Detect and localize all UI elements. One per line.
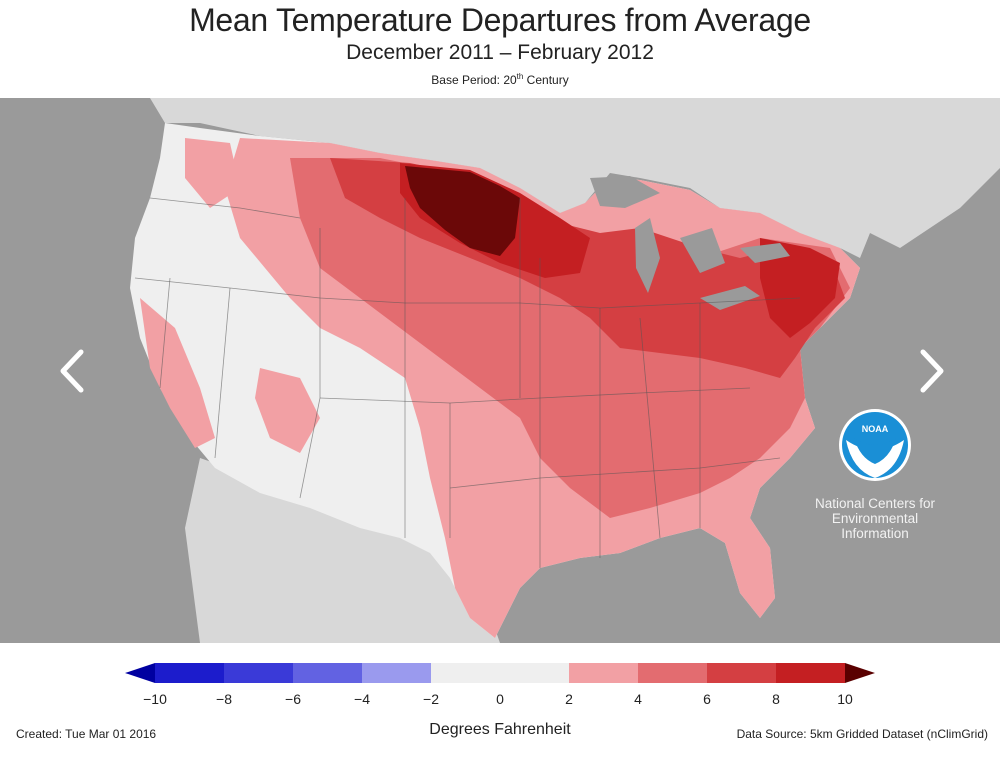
noaa-logo-icon: NOAA	[839, 409, 911, 481]
colorbar-tick-label: 8	[772, 691, 780, 707]
colorbar-bin	[362, 663, 431, 683]
ncei-logo-block: NOAA National Centers for Environmental …	[790, 408, 960, 541]
colorbar-tick-label: −4	[354, 691, 370, 707]
ncei-caption: National Centers for Environmental Infor…	[790, 496, 960, 541]
anomaly-4-6-zone	[290, 158, 850, 518]
legend-units: Degrees Fahrenheit	[429, 721, 571, 738]
base-period-prefix: Base Period: 20	[431, 73, 517, 87]
map-subtitle: December 2011 – February 2012	[346, 41, 654, 64]
colorbar-bin	[431, 663, 569, 683]
great-lakes	[740, 243, 790, 263]
colorbar-ticks: −10 −8 −6 −4 −2 0 2 4 6 8 10	[0, 691, 1000, 711]
ncei-caption-line: National Centers for	[814, 496, 936, 511]
colorbar-tick-label: −6	[285, 691, 301, 707]
base-period-sup: th	[516, 72, 524, 81]
data-source: Data Source: 5km Gridded Dataset (nClimG…	[736, 727, 988, 741]
legend: −10 −8 −6 −4 −2 0 2 4 6 8 10 Degrees Fahrenheit Cr…	[0, 643, 1000, 757]
chevron-left-icon	[60, 349, 84, 393]
colorbar-bin	[293, 663, 362, 683]
mexico-land	[185, 458, 500, 643]
canada-land	[150, 98, 1000, 258]
temperature-map: NOAA National Centers for Environmental …	[0, 98, 1000, 643]
ncei-caption-line: Environmental	[831, 511, 919, 526]
ncei-caption-line: Information	[841, 526, 909, 541]
colorbar-high-end	[845, 663, 875, 683]
colorbar-bin	[707, 663, 776, 683]
colorbar-bin	[776, 663, 845, 683]
anomaly-2-4-west-patch	[185, 138, 240, 208]
anomaly-over-10-zone	[405, 166, 520, 256]
colorbar-tick-label: −2	[423, 691, 439, 707]
colorbar-tick-label: −8	[216, 691, 232, 707]
great-lakes	[590, 176, 660, 208]
colorbar-tick-label: 4	[634, 691, 642, 707]
great-lakes	[680, 228, 725, 273]
base-period: Base Period: 20th Century	[0, 72, 1000, 87]
created-date: Created: Tue Mar 01 2016	[16, 727, 157, 741]
header: Mean Temperature Departures from Average…	[0, 0, 1000, 98]
colorbar-tick-label: 2	[565, 691, 573, 707]
colorbar-tick-label: 6	[703, 691, 711, 707]
map-graphic	[130, 98, 1000, 643]
colorbar-bin	[224, 663, 293, 683]
anomaly-8-10-northeast	[760, 238, 840, 338]
colorbar-bin	[155, 663, 224, 683]
prev-arrow[interactable]	[50, 341, 94, 401]
map-title: Mean Temperature Departures from Average	[189, 2, 811, 38]
anomaly-2-4-west-patch	[140, 298, 215, 448]
colorbar	[125, 663, 875, 683]
state-borders	[134, 197, 801, 568]
colorbar-tick-label: −10	[143, 691, 167, 707]
great-lakes	[635, 218, 660, 293]
great-lakes	[700, 286, 760, 310]
colorbar-bin	[638, 663, 707, 683]
colorbar-tick-label: 0	[496, 691, 504, 707]
colorbar-bin	[569, 663, 638, 683]
colorbar-tick-label: 10	[837, 691, 853, 707]
base-period-suffix: Century	[523, 73, 569, 87]
chevron-right-icon	[920, 349, 944, 393]
noaa-badge-text: NOAA	[862, 424, 889, 434]
colorbar-low-end	[125, 663, 155, 683]
next-arrow[interactable]	[910, 341, 954, 401]
anomaly-2-4-west-patch	[255, 368, 320, 453]
